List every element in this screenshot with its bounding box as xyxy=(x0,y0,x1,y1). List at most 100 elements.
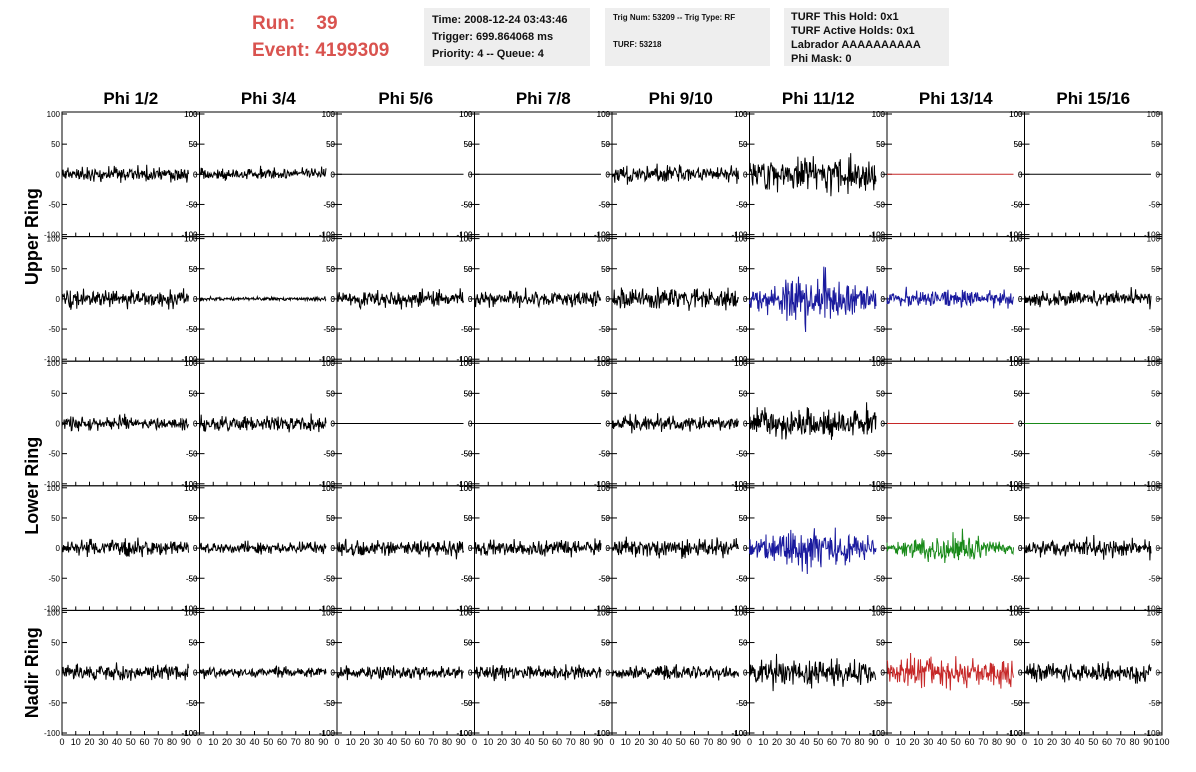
y-tick-label: 100 xyxy=(1009,359,1023,368)
y-tick-label: -50 xyxy=(48,699,60,708)
x-tick-label: 10 xyxy=(346,737,356,747)
y-tick-label: -50 xyxy=(186,699,198,708)
y-tick-label: -100 xyxy=(869,231,886,240)
y-tick-label: -100 xyxy=(181,604,198,613)
column-title: Phi 9/10 xyxy=(649,89,713,108)
y-tick-label: 100 xyxy=(1009,608,1023,617)
y-tick-label: 50 xyxy=(601,389,610,398)
y-tick-label: -50 xyxy=(186,325,198,334)
waveform-trace xyxy=(199,165,327,181)
x-tick-label: 10 xyxy=(208,737,218,747)
y-tick-label: -50 xyxy=(873,200,885,209)
y-tick-label: -50 xyxy=(186,200,198,209)
y-tick-label: 100 xyxy=(597,235,611,244)
y-tick-label: 50 xyxy=(601,639,610,648)
y-tick-label: 100 xyxy=(184,359,198,368)
y-tick-label: -50 xyxy=(598,450,610,459)
y-tick-label: 100 xyxy=(184,484,198,493)
y-tick-label: 0 xyxy=(881,295,886,304)
x-tick-label: 50 xyxy=(126,737,136,747)
x-tick-label: 0 xyxy=(747,737,752,747)
y-tick-label: -100 xyxy=(594,729,611,738)
y-tick-label: 50 xyxy=(876,639,885,648)
y-tick-label: 50 xyxy=(601,265,610,274)
run-line: Run: 39 xyxy=(252,10,389,37)
y-tick-label: 50 xyxy=(1151,140,1160,149)
y-tick-label: 100 xyxy=(184,110,198,119)
y-tick-label: 100 xyxy=(459,110,473,119)
y-tick-label: -50 xyxy=(323,450,335,459)
y-tick-label: 50 xyxy=(326,639,335,648)
y-tick-label: 100 xyxy=(872,608,886,617)
y-tick-label: 0 xyxy=(468,544,473,553)
y-tick-label: 100 xyxy=(184,359,198,368)
y-tick-label: 50 xyxy=(601,639,610,648)
y-tick-label: 100 xyxy=(459,484,473,493)
trigger-info-box: Trig Num: 53209 -- Trig Type: RF TURF: 5… xyxy=(605,8,770,66)
y-tick-label: 50 xyxy=(1014,389,1023,398)
labrador-text: Labrador AAAAAAAAAA xyxy=(791,39,921,51)
y-tick-label: 50 xyxy=(464,140,473,149)
y-tick-label: -50 xyxy=(598,200,610,209)
y-tick-label: 50 xyxy=(876,265,885,274)
y-tick-label: -100 xyxy=(44,231,61,240)
y-tick-label: 50 xyxy=(739,389,748,398)
y-tick-label: 0 xyxy=(881,170,886,179)
x-tick-label: 0 xyxy=(472,737,477,747)
x-tick-label: 50 xyxy=(401,737,411,747)
y-tick-label: -50 xyxy=(461,450,473,459)
x-tick-label: 0 xyxy=(59,737,64,747)
y-tick-label: 100 xyxy=(597,484,611,493)
y-tick-label: -50 xyxy=(48,574,60,583)
x-tick-label: 80 xyxy=(304,737,314,747)
y-tick-label: 100 xyxy=(872,235,886,244)
y-tick-label: 50 xyxy=(1014,140,1023,149)
y-tick-label: 0 xyxy=(743,669,748,678)
y-tick-label: 50 xyxy=(1151,514,1160,523)
y-tick-label: 50 xyxy=(876,140,885,149)
y-tick-label: 0 xyxy=(1018,170,1023,179)
x-tick-label: 70 xyxy=(703,737,713,747)
y-tick-label: -50 xyxy=(461,450,473,459)
y-tick-label: -50 xyxy=(323,325,335,334)
y-tick-label: 0 xyxy=(331,669,336,678)
y-tick-label: -50 xyxy=(186,699,198,708)
y-tick-label: 50 xyxy=(326,389,335,398)
y-tick-label: -100 xyxy=(456,729,473,738)
y-tick-label: 0 xyxy=(56,544,61,553)
y-tick-label: -100 xyxy=(594,355,611,364)
y-tick-label: 50 xyxy=(464,639,473,648)
y-tick-label: 0 xyxy=(606,544,611,553)
y-tick-label: -50 xyxy=(873,450,885,459)
waveform-trace xyxy=(1024,661,1152,684)
y-tick-label: -50 xyxy=(873,574,885,583)
y-tick-label: -50 xyxy=(598,325,610,334)
y-tick-label: -100 xyxy=(181,231,198,240)
y-tick-label: 0 xyxy=(743,420,748,429)
x-tick-label: 60 xyxy=(139,737,149,747)
y-tick-label: 50 xyxy=(1151,265,1160,274)
y-tick-label: 0 xyxy=(468,170,473,179)
y-tick-label: -50 xyxy=(461,574,473,583)
y-tick-label: 50 xyxy=(601,140,610,149)
ring-label: Lower Ring xyxy=(22,437,42,535)
waveform-trace xyxy=(474,287,602,309)
y-tick-label: -100 xyxy=(456,231,473,240)
y-tick-label: -50 xyxy=(736,450,748,459)
y-tick-label: 0 xyxy=(606,544,611,553)
y-tick-label: 50 xyxy=(1014,514,1023,523)
y-tick-label: -100 xyxy=(456,729,473,738)
y-tick-label: -50 xyxy=(1148,450,1160,459)
y-tick-label: -100 xyxy=(319,231,336,240)
y-tick-label: -50 xyxy=(598,574,610,583)
y-tick-label: 100 xyxy=(47,110,61,119)
column-title: Phi 5/6 xyxy=(378,89,433,108)
y-tick-label: -100 xyxy=(456,480,473,489)
y-tick-label: -50 xyxy=(1011,450,1023,459)
x-tick-label: 10 xyxy=(71,737,81,747)
y-tick-label: 0 xyxy=(881,420,886,429)
y-tick-label: -50 xyxy=(873,200,885,209)
y-tick-label: 100 xyxy=(1147,608,1161,617)
y-tick-label: 50 xyxy=(1014,265,1023,274)
y-tick-label: 0 xyxy=(743,295,748,304)
